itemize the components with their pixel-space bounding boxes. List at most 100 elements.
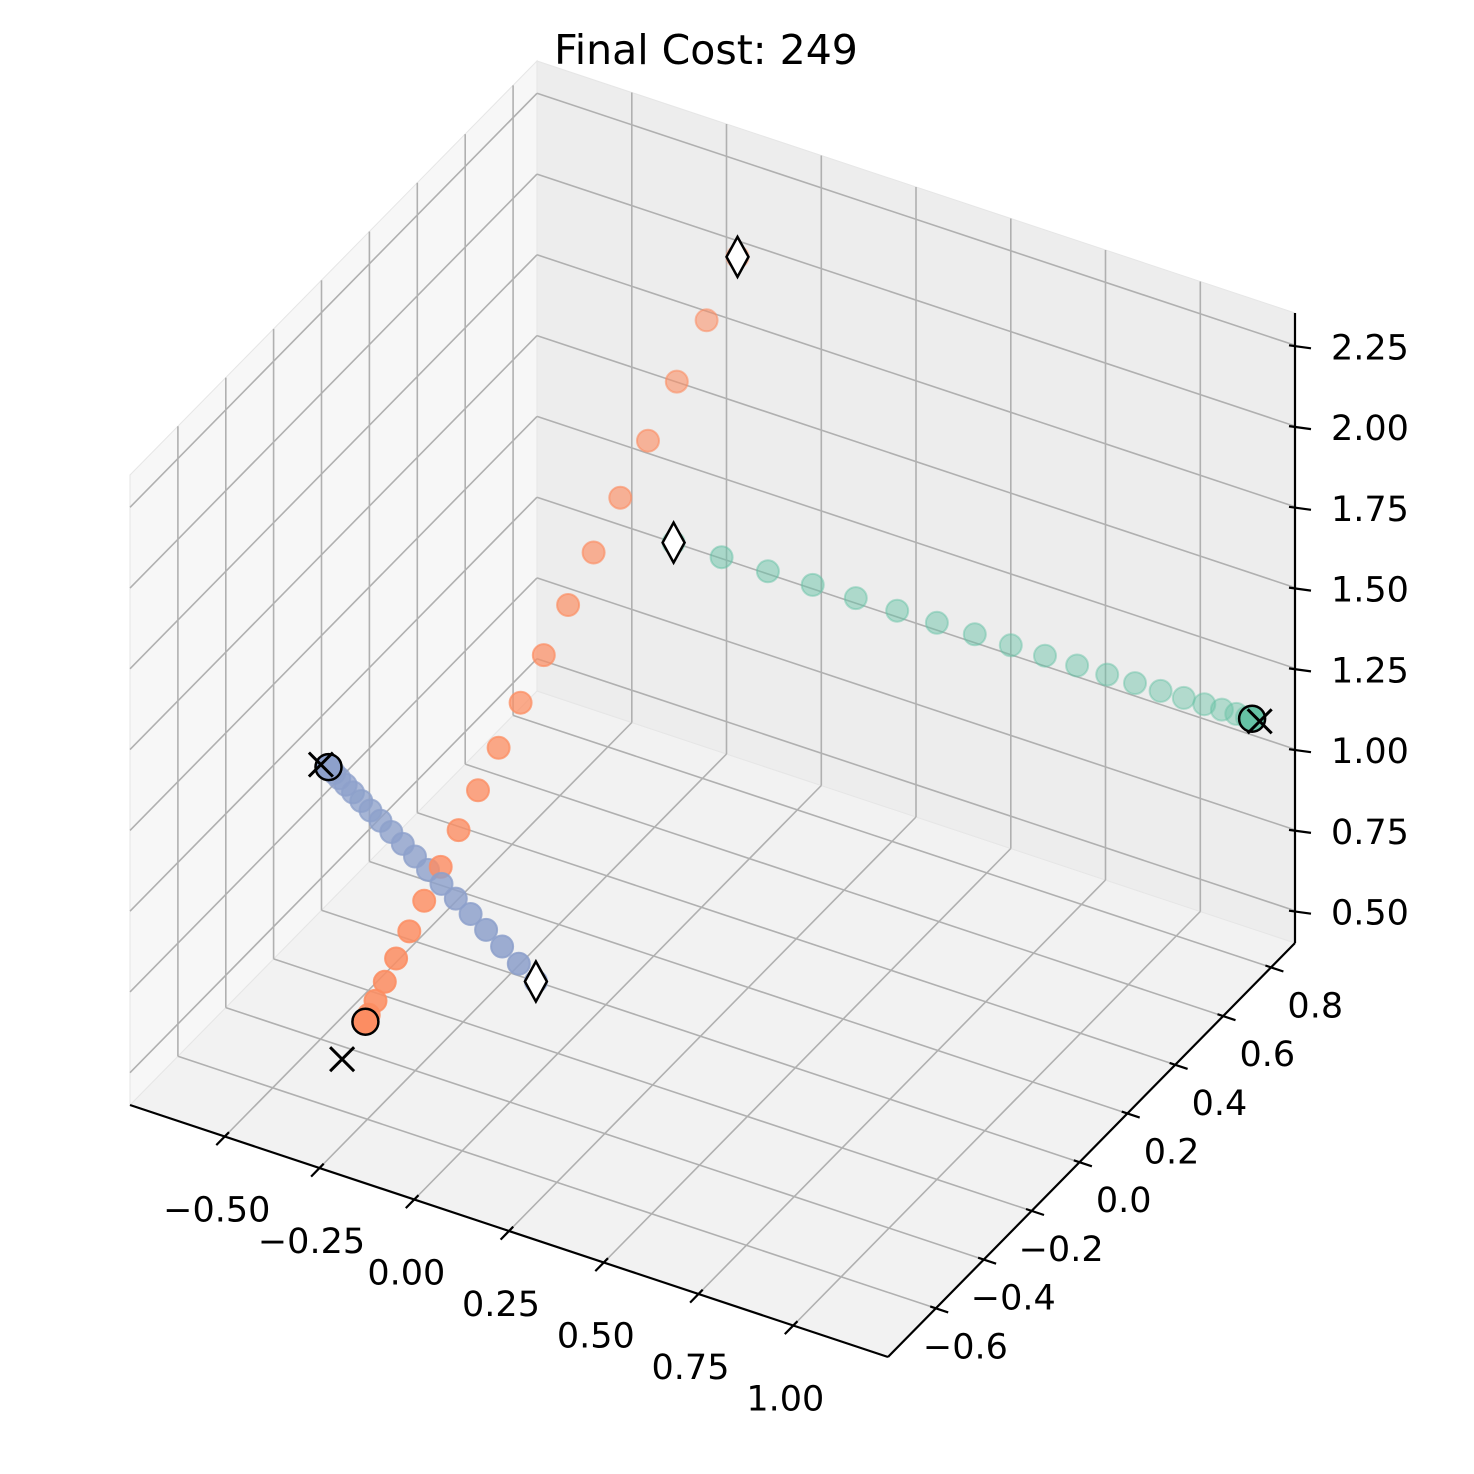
trajectory-point-2 — [531, 643, 556, 668]
target-marker-2 — [329, 1046, 356, 1073]
start-marker-2 — [725, 234, 750, 280]
x-tick-label: 0.25 — [462, 1285, 540, 1325]
z-grid-line — [129, 335, 538, 751]
z-grid-line — [129, 415, 538, 831]
chart-title: Final Cost: 249 — [554, 26, 858, 74]
y-tick-label: 0.6 — [1240, 1035, 1296, 1075]
z-tick — [1288, 667, 1312, 673]
trajectory-point-2 — [466, 778, 490, 803]
z-tick-label: 0.75 — [1331, 813, 1409, 853]
z-tick — [1288, 909, 1312, 915]
z-grid-line — [129, 496, 538, 912]
trajectory-point-2 — [508, 690, 533, 715]
z-grid-line — [536, 657, 1296, 912]
trajectory-point-2 — [664, 369, 689, 394]
trajectory-point-2 — [372, 969, 397, 994]
y-grid-line — [464, 763, 1224, 1017]
x-tick — [310, 1162, 325, 1178]
y-tick — [929, 1305, 949, 1314]
x-tick — [594, 1257, 609, 1272]
z-grid-line — [536, 254, 1296, 508]
trajectory-point-2 — [446, 818, 471, 843]
y-tick — [1025, 1207, 1045, 1217]
end-marker-3 — [314, 752, 343, 782]
z-grid-line — [536, 92, 1296, 347]
trajectory-point-1 — [1033, 643, 1057, 668]
z-tick — [1288, 425, 1312, 431]
trajectory-point-1 — [924, 610, 949, 635]
x-tick — [784, 1320, 799, 1335]
z-tick — [1288, 505, 1312, 511]
y-tick-label: 0.4 — [1192, 1084, 1248, 1124]
z-grid-line — [536, 577, 1296, 831]
trajectory-point-3 — [458, 902, 483, 926]
x-grid-line — [697, 879, 1107, 1295]
trajectory-point-1 — [800, 572, 825, 597]
x-grid-line — [224, 721, 633, 1138]
x-tick-label: −0.25 — [258, 1222, 365, 1262]
y-tick-label: 0.0 — [1096, 1181, 1152, 1221]
trajectory-point-1 — [962, 622, 987, 647]
trajectory-point-1 — [1065, 653, 1090, 678]
x-grid-line — [508, 816, 917, 1232]
trajectory-point-1 — [1192, 692, 1217, 717]
y-tick — [1169, 1061, 1188, 1070]
y-tick-label: 0.2 — [1144, 1133, 1200, 1173]
start-marker-3 — [523, 958, 549, 1005]
trajectory-point-1 — [1123, 671, 1147, 696]
y-tick — [1073, 1159, 1093, 1168]
y-tick-label: −0.2 — [1019, 1230, 1104, 1270]
z-grid-line — [536, 334, 1296, 589]
x-tick — [499, 1225, 514, 1241]
y-tick — [1121, 1110, 1141, 1119]
z-tick-label: 2.00 — [1331, 409, 1409, 449]
trajectory-point-1 — [1209, 697, 1234, 722]
x-tick — [215, 1131, 230, 1146]
trajectory-point-1 — [709, 545, 734, 570]
end-marker-1 — [1237, 704, 1267, 733]
z-tick-label: 1.75 — [1331, 490, 1409, 530]
z-grid-line — [536, 415, 1296, 670]
trajectory-point-1 — [755, 559, 780, 584]
z-tick — [1288, 344, 1312, 350]
y-tick-label: 0.8 — [1287, 986, 1343, 1026]
y-grid-line — [369, 860, 1128, 1115]
z-tick-label: 1.00 — [1331, 732, 1409, 772]
x-grid-line — [603, 847, 1012, 1264]
z-grid-line — [536, 173, 1296, 427]
trajectory-point-3 — [490, 934, 515, 959]
trajectory-point-1 — [998, 633, 1023, 658]
y-tick — [1217, 1013, 1236, 1022]
y-axis-line — [887, 942, 1296, 1358]
target-marker-1 — [1246, 708, 1273, 735]
x-grid-line — [792, 910, 1201, 1327]
trajectory-point-2 — [636, 428, 660, 453]
trajectory-point-1 — [1095, 662, 1120, 687]
z-tick-label: 2.25 — [1331, 328, 1409, 368]
tick-marks — [215, 344, 1312, 1335]
x-tick-label: 0.75 — [652, 1348, 730, 1388]
x-tick — [405, 1194, 420, 1209]
y-grid-line — [417, 812, 1176, 1066]
start-marker-1 — [661, 520, 687, 566]
y-grid-line — [321, 909, 1080, 1163]
trajectory-point-1 — [885, 598, 910, 623]
z-tick — [1288, 586, 1312, 592]
y-tick-label: −0.4 — [971, 1279, 1056, 1319]
z-tick-label: 1.25 — [1331, 651, 1409, 691]
x-tick-label: 0.00 — [367, 1254, 445, 1294]
z-tick-label: 1.50 — [1331, 571, 1409, 611]
trajectory-point-2 — [384, 946, 409, 971]
grid-lines — [129, 85, 1296, 1327]
y-tick-label: −0.6 — [923, 1327, 1008, 1367]
z-tick — [1288, 748, 1312, 754]
trajectory-point-3 — [506, 951, 531, 976]
trajectory-point-2 — [397, 919, 422, 944]
trajectory-point-2 — [412, 888, 437, 913]
target-marker-3 — [307, 751, 334, 778]
data-markers — [307, 234, 1273, 1073]
x-grid-line — [413, 784, 822, 1201]
z-grid-line — [129, 92, 538, 508]
trajectory-point-2 — [486, 735, 511, 760]
